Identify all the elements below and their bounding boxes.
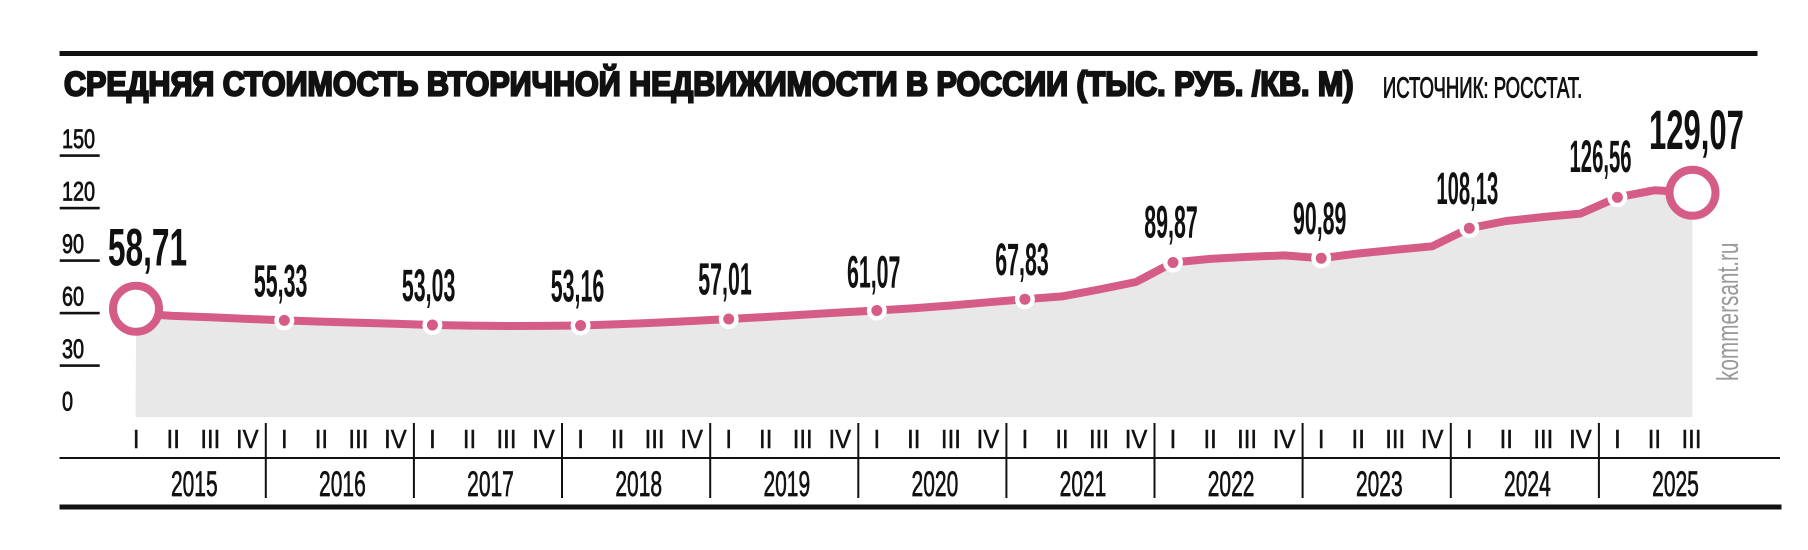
svg-text:I: I	[873, 425, 880, 454]
svg-text:II: II	[1203, 425, 1216, 454]
svg-text:2022: 2022	[1208, 466, 1255, 505]
svg-text:II: II	[463, 425, 476, 454]
svg-text:I: I	[1022, 425, 1029, 454]
svg-text:III: III	[348, 425, 368, 454]
svg-text:II: II	[1648, 425, 1661, 454]
svg-text:I: I	[1614, 425, 1621, 454]
svg-text:53,16: 53,16	[551, 262, 604, 312]
svg-text:IV: IV	[1125, 425, 1148, 454]
svg-text:30: 30	[62, 334, 84, 364]
svg-text:IV: IV	[532, 425, 555, 454]
svg-text:III: III	[1385, 425, 1405, 454]
svg-text:I: I	[1170, 425, 1177, 454]
svg-text:II: II	[315, 425, 328, 454]
svg-text:I: I	[1466, 425, 1473, 454]
svg-text:IV: IV	[829, 425, 852, 454]
svg-text:II: II	[1055, 425, 1068, 454]
svg-text:III: III	[941, 425, 961, 454]
svg-text:III: III	[1237, 425, 1257, 454]
svg-text:I: I	[429, 425, 436, 454]
svg-text:2016: 2016	[319, 466, 366, 505]
svg-text:129,07: 129,07	[1649, 98, 1744, 161]
svg-text:III: III	[1682, 425, 1702, 454]
svg-text:IV: IV	[680, 425, 703, 454]
svg-text:III: III	[1533, 425, 1553, 454]
svg-text:126,56: 126,56	[1570, 132, 1632, 182]
svg-text:120: 120	[62, 177, 95, 207]
svg-text:2024: 2024	[1504, 466, 1551, 505]
svg-text:2025: 2025	[1652, 466, 1699, 505]
svg-text:III: III	[200, 425, 220, 454]
svg-text:150: 150	[62, 124, 95, 154]
svg-text:III: III	[793, 425, 813, 454]
svg-text:60: 60	[62, 282, 84, 312]
svg-text:90,89: 90,89	[1293, 194, 1346, 244]
svg-text:2020: 2020	[912, 466, 959, 505]
svg-text:III: III	[1089, 425, 1109, 454]
svg-text:II: II	[759, 425, 772, 454]
svg-text:57,01: 57,01	[698, 255, 751, 305]
svg-text:IV: IV	[236, 425, 259, 454]
svg-text:II: II	[611, 425, 624, 454]
svg-text:IV: IV	[1421, 425, 1444, 454]
svg-text:IV: IV	[1273, 425, 1296, 454]
svg-text:II: II	[167, 425, 180, 454]
svg-text:67,83: 67,83	[995, 236, 1048, 286]
svg-text:55,33: 55,33	[254, 257, 307, 307]
svg-text:СРЕДНЯЯ СТОИМОСТЬ ВТОРИЧНОЙ НЕ: СРЕДНЯЯ СТОИМОСТЬ ВТОРИЧНОЙ НЕДВИЖИМОСТИ…	[64, 63, 1353, 103]
svg-text:IV: IV	[977, 425, 1000, 454]
svg-text:2017: 2017	[467, 466, 514, 505]
svg-text:I: I	[725, 425, 732, 454]
svg-text:2023: 2023	[1356, 466, 1403, 505]
svg-text:2021: 2021	[1060, 466, 1107, 505]
svg-text:III: III	[497, 425, 517, 454]
svg-text:IV: IV	[1569, 425, 1592, 454]
svg-text:II: II	[907, 425, 920, 454]
svg-text:61,07: 61,07	[847, 248, 900, 298]
svg-text:0: 0	[62, 387, 73, 417]
svg-text:2019: 2019	[763, 466, 810, 505]
svg-text:II: II	[1500, 425, 1513, 454]
svg-text:I: I	[133, 425, 140, 454]
svg-text:III: III	[645, 425, 665, 454]
svg-text:53,03: 53,03	[402, 261, 455, 311]
svg-text:2018: 2018	[615, 466, 662, 505]
svg-text:58,71: 58,71	[108, 218, 187, 277]
svg-text:89,87: 89,87	[1144, 198, 1197, 248]
svg-text:II: II	[1352, 425, 1365, 454]
svg-text:2015: 2015	[171, 466, 218, 505]
svg-text:I: I	[281, 425, 288, 454]
svg-text:I: I	[1318, 425, 1325, 454]
svg-text:IV: IV	[384, 425, 407, 454]
svg-text:kommersant.ru: kommersant.ru	[1710, 243, 1745, 381]
svg-text:I: I	[577, 425, 584, 454]
svg-text:108,13: 108,13	[1436, 164, 1498, 214]
svg-text:90: 90	[62, 229, 84, 259]
svg-text:ИСТОЧНИК: РОССТАТ.: ИСТОЧНИК: РОССТАТ.	[1383, 72, 1582, 104]
